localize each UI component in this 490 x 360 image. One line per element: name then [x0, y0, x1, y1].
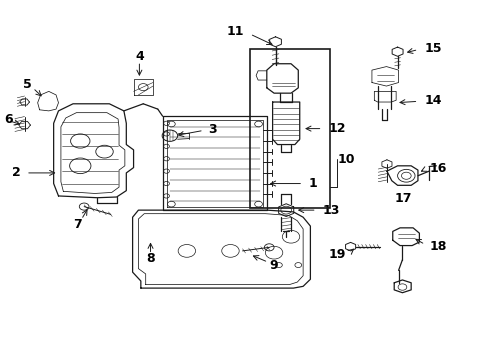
Text: 7: 7 — [74, 218, 82, 231]
Text: 14: 14 — [424, 94, 442, 107]
Text: 9: 9 — [270, 259, 278, 272]
Text: 12: 12 — [328, 122, 346, 135]
Text: 4: 4 — [135, 50, 144, 63]
Text: 1: 1 — [309, 177, 318, 190]
Text: 18: 18 — [430, 240, 447, 253]
Text: 2: 2 — [12, 166, 21, 179]
Bar — [250, 49, 330, 208]
Text: 10: 10 — [338, 153, 356, 166]
Text: 8: 8 — [146, 252, 155, 265]
Text: 3: 3 — [209, 123, 217, 136]
Text: 11: 11 — [226, 24, 244, 38]
Text: 15: 15 — [424, 42, 442, 55]
Text: 16: 16 — [430, 162, 447, 175]
Text: 13: 13 — [322, 204, 340, 217]
Text: 6: 6 — [4, 113, 13, 126]
Text: 17: 17 — [394, 192, 412, 205]
Text: 19: 19 — [328, 248, 346, 261]
Text: 5: 5 — [23, 78, 31, 91]
